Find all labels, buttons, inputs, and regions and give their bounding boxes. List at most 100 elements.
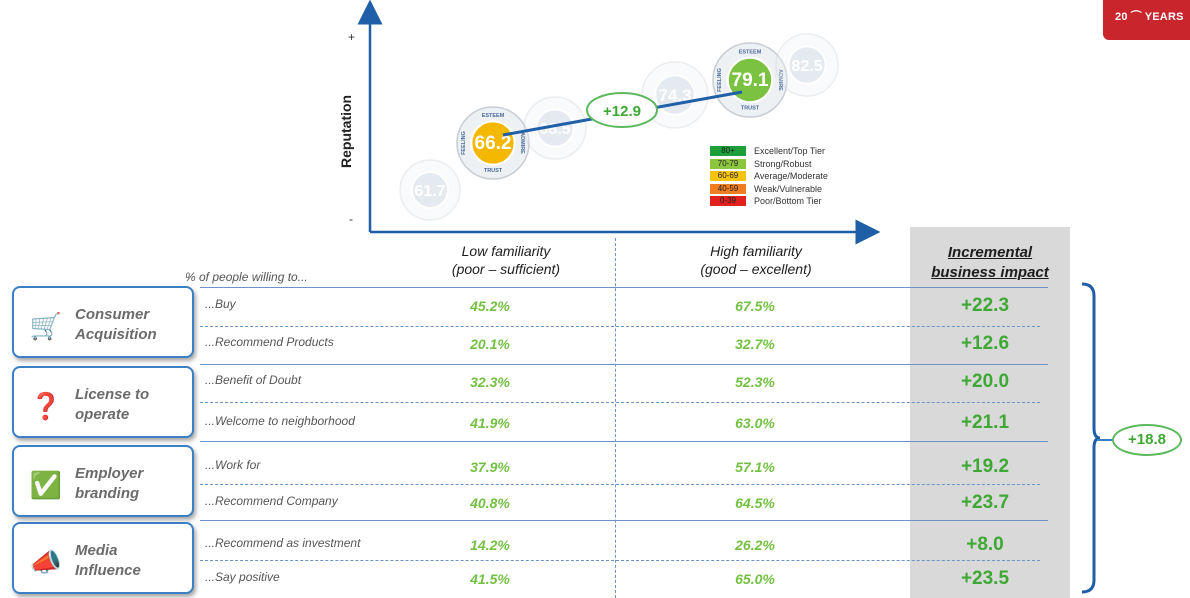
legend-item: 80+ Excellent/Top Tier [710,145,828,158]
impact-header-line1: Incremental [947,244,1033,261]
low-familiarity-value: 14.2% [470,537,510,553]
row-separator [200,364,1048,365]
category-label-line: branding [75,485,140,502]
row-separator [200,287,1048,288]
row-label: ...Work for [205,458,261,472]
badge-text: 20 ⏜ YEARS [1115,11,1184,23]
impact-value: +23.5 [960,568,1010,589]
score-bubble: 82.5 [775,33,839,97]
high-familiarity-value: 65.0% [735,571,775,587]
category-label-line: Influence [75,562,141,579]
ring-label-top: ESTEEM [739,49,762,55]
row-label: ...Welcome to neighborhood [205,414,355,428]
legend-swatch: 80+ [710,146,746,157]
category-label-line: operate [75,406,130,423]
high-head-line1: High familiarity [710,243,802,259]
high-familiarity-value: 63.0% [735,415,775,431]
legend: 80+ Excellent/Top Tier 70-79 Strong/Robust 6… [710,145,828,208]
row-label: ...Recommend as investment [205,536,361,550]
impact-value: +23.7 [960,492,1010,513]
low-head-line1: Low familiarity [461,243,551,259]
category-label: Consumer Acquisition [75,305,157,345]
impact-column-background [910,227,1070,598]
category-label: Employer branding [75,464,143,504]
row-separator [200,520,1048,521]
legend-swatch: 70-79 [710,158,746,169]
row-divider [200,402,1040,403]
score-bubble: 66.2 ESTEEM TRUST FEELING ADMIRE [456,106,530,180]
high-familiarity-value: 64.5% [735,495,775,511]
bracket-connector [1097,439,1112,441]
impact-value: +21.1 [960,412,1010,433]
legend-label: Poor/Bottom Tier [754,196,822,207]
low-familiarity-header: Low familiarity (poor – sufficient) [386,242,626,278]
ring-label-right: ADMIRE [519,132,525,154]
category-label: License to operate [75,385,149,425]
ring-label-bottom: TRUST [741,106,760,112]
row-divider [200,484,1040,485]
category-card: 🛒 Consumer Acquisition [12,286,194,358]
low-familiarity-value: 37.9% [470,459,510,475]
low-head-line2: (poor – sufficient) [451,261,561,277]
y-minus-sign: - [349,212,353,226]
legend-label: Strong/Robust [754,158,812,169]
low-familiarity-value: 32.3% [470,374,510,390]
row-separator [200,441,1048,442]
category-label-line: License to [75,386,150,403]
high-familiarity-value: 26.2% [735,537,775,553]
category-label-line: Employer [75,465,144,482]
legend-label: Weak/Vulnerable [754,183,823,194]
percent-label: % of people willing to... [185,270,308,284]
high-familiarity-header: High familiarity (good – excellent) [636,242,876,278]
category-card: ✅ Employer branding [12,445,194,517]
delta-value: +12.9 [603,103,641,120]
legend-item: 70-79 Strong/Robust [710,158,828,171]
category-label: Media Influence [75,541,141,581]
row-divider [200,326,1040,327]
low-familiarity-value: 40.8% [470,495,510,511]
score-bubble: 79.1 ESTEEM TRUST FEELING ADMIRE [712,42,788,118]
low-familiarity-value: 41.5% [470,571,510,587]
legend-swatch: 60-69 [710,171,746,182]
legend-label: Average/Moderate [754,171,828,182]
row-label: ...Benefit of Doubt [205,373,302,387]
category-card: ❓ License to operate [12,366,194,438]
legend-label: Excellent/Top Tier [754,146,826,157]
overall-impact-badge: +18.8 [1112,424,1182,456]
ring-label-right: ADMIRE [777,69,783,91]
y-axis-label: Reputation [338,94,354,168]
legend-swatch: 40-59 [710,183,746,194]
right-bracket [1081,282,1100,594]
bubble-value: 61.7 [414,183,445,200]
legend-swatch: 0-39 [710,196,746,207]
ring-label-left: FEELING [717,68,723,92]
y-plus-sign: + [348,30,356,44]
ring-label-bottom: TRUST [484,168,503,174]
high-familiarity-value: 57.1% [735,459,775,475]
ring-label-left: FEELING [461,131,467,155]
megaphone-figure-icon: 📣 [29,547,63,577]
low-familiarity-value: 20.1% [470,336,510,352]
high-head-line2: (good – excellent) [700,261,812,277]
row-label: ...Say positive [205,570,280,584]
legend-item: 60-69 Average/Moderate [710,170,828,183]
anniversary-badge [1103,0,1190,40]
category-label-line: Consumer [75,306,150,323]
category-label-line: Media [75,542,118,559]
high-familiarity-value: 32.7% [735,336,775,352]
legend-item: 0-39 Poor/Bottom Tier [710,195,828,208]
row-label: ...Buy [205,297,236,311]
low-familiarity-value: 41.9% [470,415,510,431]
question-figure-icon: ❓ [29,391,63,421]
row-label: ...Recommend Products [205,335,334,349]
check-cross-figure-icon: ✅ [29,470,63,500]
column-divider [615,238,616,598]
row-label: ...Recommend Company [205,494,338,508]
impact-value: +22.3 [960,295,1010,316]
high-familiarity-value: 67.5% [735,298,775,314]
bubble-value: 82.5 [791,58,822,75]
score-bubble: 61.7 [399,159,461,221]
shopping-cart-icon: 🛒 [29,311,63,341]
